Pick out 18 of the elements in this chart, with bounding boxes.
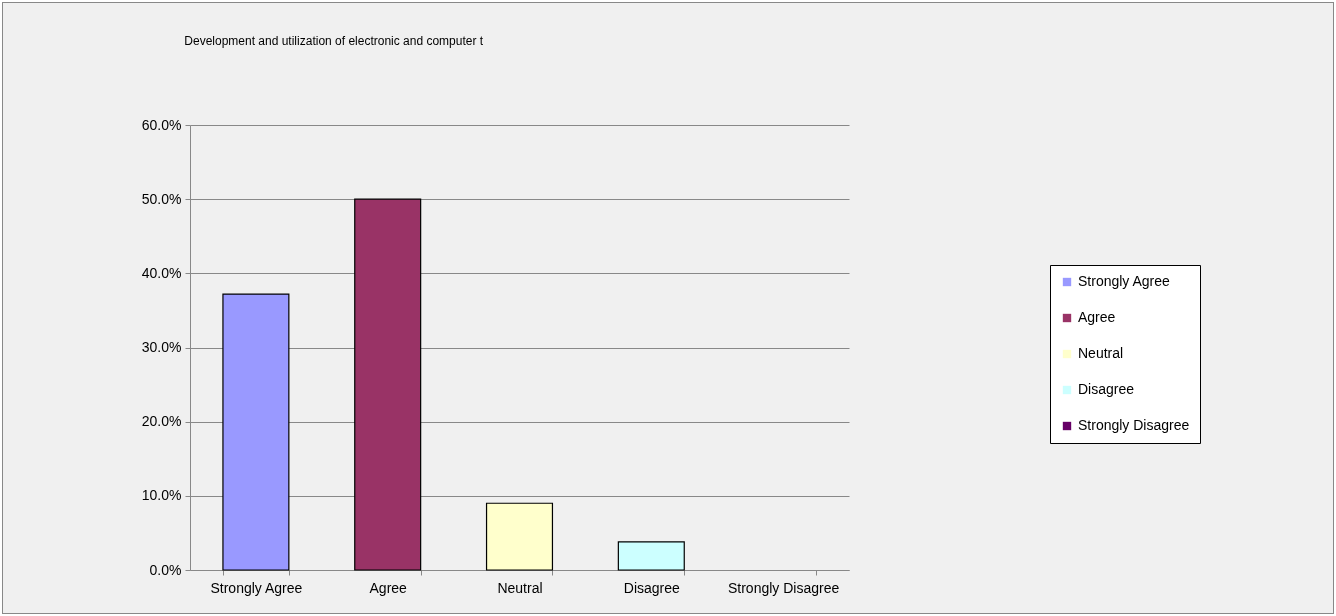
y-tick-label: 20.0% (141, 413, 182, 430)
y-tick-label: 30.0% (141, 339, 182, 355)
x-tick-label: Agree (369, 579, 408, 596)
x-tick-label: Neutral (497, 579, 543, 596)
x-tick-label: Disagree (623, 579, 681, 596)
y-tick-label: 60.0% (141, 116, 182, 133)
legend-label: Strongly Disagree (1078, 417, 1190, 433)
x-tick-label: Strongly Disagree (727, 579, 840, 596)
legend-label: Strongly Agree (1078, 273, 1171, 289)
y-tick-label: 50.0% (141, 190, 182, 207)
x-tick-label: Strongly Agree (210, 579, 303, 596)
y-tick-label: 0.0% (149, 561, 182, 578)
y-tick-label: 10.0% (141, 487, 182, 504)
y-tick-label: 40.0% (141, 264, 182, 281)
legend-label: Neutral (1078, 345, 1124, 361)
legend-label: Disagree (1078, 381, 1135, 397)
chart-title: Development and utilization of electronic and computer t (184, 34, 484, 48)
legend-label: Agree (1078, 309, 1116, 325)
